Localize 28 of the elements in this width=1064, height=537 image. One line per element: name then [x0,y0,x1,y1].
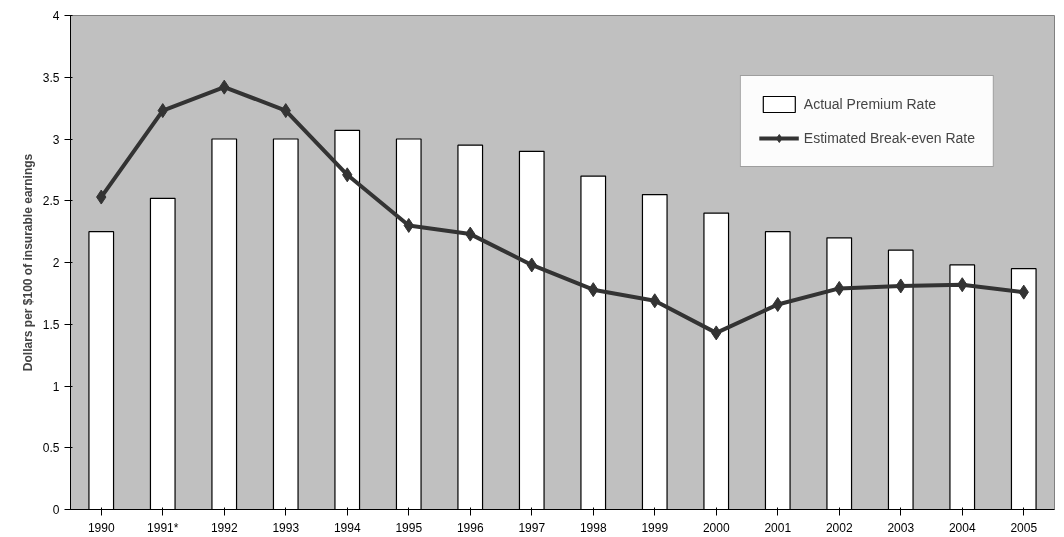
y-tick-label: 1.5 [42,317,60,332]
x-tick-label: 1991* [147,520,179,535]
x-tick-label: 1997 [518,520,546,535]
legend-label: Estimated Break-even Rate [803,130,975,146]
y-tick-label: 1 [52,379,60,394]
y-tick-label: 2.5 [42,194,60,209]
y-axis-title: Dollars per $100 of insurable earnings [20,153,35,372]
x-tick-label: 2003 [887,520,915,535]
y-tick-label: 2 [52,256,60,270]
x-tick-label: 2005 [1010,520,1038,535]
x-tick-label: 1994 [333,520,361,535]
x-tick-label: 1990 [87,520,115,535]
legend-label: Actual Premium Rate [803,96,937,112]
x-tick-label: 1998 [579,520,607,535]
x-tick-label: 1995 [395,520,423,535]
x-tick-label: 2004 [948,520,976,535]
y-tick-label: 0.5 [42,441,60,456]
x-tick-label: 1996 [456,520,484,535]
y-tick-label: 3.5 [42,70,60,85]
y-tick-label: 4 [52,9,60,23]
x-tick-label: 2001 [764,520,792,535]
x-tick-label: 2002 [825,520,853,535]
y-tick-label: 0 [52,503,60,517]
y-tick-label: 3 [52,132,60,147]
x-tick-label: 1993 [272,520,300,535]
x-tick-label: 1992 [210,520,238,535]
x-tick-label: 1999 [641,520,669,535]
x-tick-label: 2000 [702,520,730,535]
